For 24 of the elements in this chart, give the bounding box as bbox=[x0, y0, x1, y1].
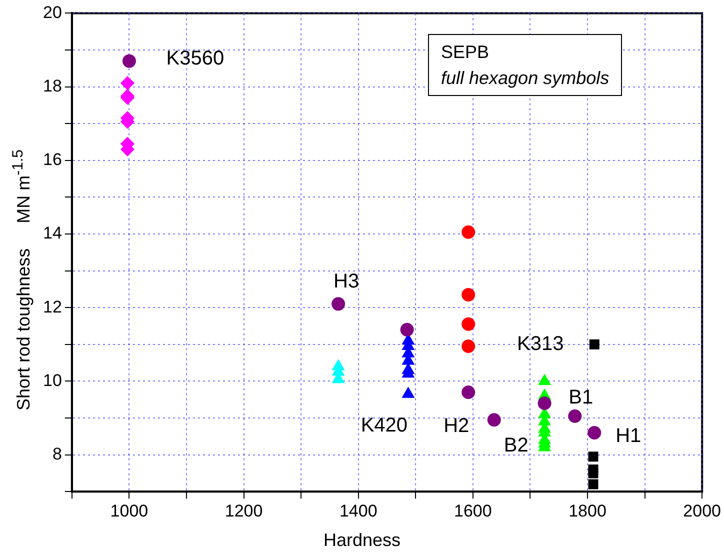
y-tick-label: 10 bbox=[42, 370, 62, 390]
annotation: SEPB bbox=[441, 41, 490, 64]
annotation: H2 bbox=[444, 414, 470, 437]
x-tick-label: 1600 bbox=[454, 501, 492, 520]
y-tick-label: 16 bbox=[42, 150, 62, 170]
y-tick-label: 12 bbox=[42, 297, 62, 316]
y-tick-label: 14 bbox=[42, 224, 62, 243]
annotation: B2 bbox=[504, 434, 528, 456]
annotation: K420 bbox=[360, 414, 408, 437]
y-tick-label: 8 bbox=[52, 444, 62, 464]
annotation: H3 bbox=[334, 270, 360, 292]
annotation: full hexagon symbols bbox=[441, 67, 610, 90]
x-tick-label: 1000 bbox=[110, 501, 148, 520]
y-tick-label: 20 bbox=[42, 2, 62, 22]
x-tick-label: 1200 bbox=[224, 501, 263, 520]
annotation: K3560 bbox=[166, 48, 224, 70]
annotation: K313 bbox=[517, 332, 564, 355]
x-tick-label: 2000 bbox=[683, 501, 722, 520]
x-axis-title: Hardness bbox=[322, 530, 402, 551]
y-tick-label: 18 bbox=[42, 76, 62, 96]
annotation: B1 bbox=[568, 386, 594, 409]
x-tick-label: 1800 bbox=[568, 501, 606, 520]
annotation: H1 bbox=[616, 425, 642, 448]
x-tick-label: 1400 bbox=[339, 501, 378, 520]
